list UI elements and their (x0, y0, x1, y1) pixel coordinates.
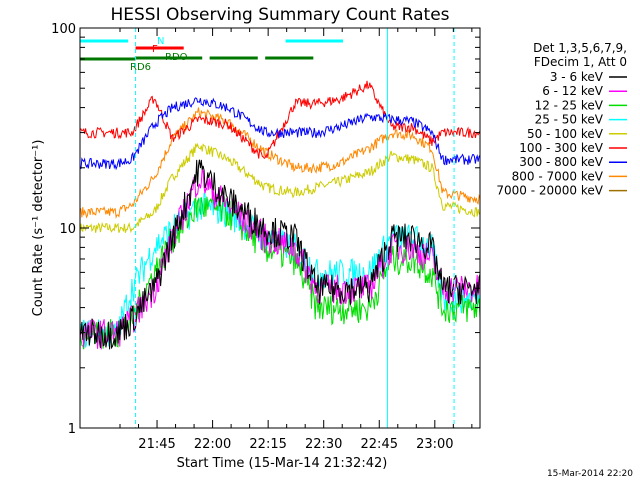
series-12_25keV (80, 195, 480, 350)
series-6_12keV (80, 168, 480, 350)
x-axis-label: Start Time (15-Mar-14 21:32:42) (177, 456, 388, 471)
legend-label: 12 - 25 keV (535, 98, 604, 112)
legend-label: 300 - 800 keV (519, 155, 603, 169)
legend-label: 3 - 6 keV (550, 70, 604, 84)
legend-header-line-2: FDecim 1, Att 0 (534, 55, 627, 69)
series-layer (80, 80, 480, 350)
x-tick-label: 22:30 (305, 437, 342, 452)
chart-title: HESSI Observing Summary Count Rates (110, 5, 449, 25)
series-50_100keV (80, 142, 480, 234)
x-tick-label: 22:15 (249, 437, 286, 452)
x-tick-label: 23:00 (416, 437, 453, 452)
legend-label: 100 - 300 keV (519, 141, 603, 155)
legend-label: 800 - 7000 keV (512, 169, 604, 183)
status-bars-layer: NF RDO RD6 (80, 36, 343, 73)
y-tick-label: 10 (59, 222, 76, 237)
series-300_800keV (80, 97, 480, 171)
status-bar-label-rdo: RDO (165, 52, 188, 63)
series-800_7000keV (80, 107, 480, 220)
x-tick-label: 21:45 (138, 437, 175, 452)
status-bar-label-rd6: RD6 (130, 62, 151, 73)
x-tick-label: 22:45 (361, 437, 398, 452)
legend-label: 50 - 100 keV (527, 127, 604, 141)
series-3_6keV (80, 159, 480, 350)
legend-header-line-1: Det 1,3,5,6,7,9, (533, 41, 627, 55)
footer-timestamp: 15-Mar-2014 22:20 (547, 469, 633, 479)
x-tick-label: 22:00 (194, 437, 231, 452)
vertical-markers-layer (135, 28, 455, 428)
y-axis-label: Count Rate (s⁻¹ detector⁻¹) (31, 140, 46, 317)
status-bar-label-n: N (157, 36, 164, 47)
axes-layer: 21:45 22:00 22:15 22:30 22:45 23:00 1 10 100 (51, 22, 480, 452)
legend-label: 6 - 12 keV (542, 84, 604, 98)
status-bar-label-f: F (152, 44, 158, 55)
y-tick-label: 1 (68, 422, 76, 437)
legend-label: 25 - 50 keV (535, 113, 604, 127)
y-tick-label: 100 (51, 22, 76, 37)
legend-label: 7000 - 20000 keV (496, 184, 603, 198)
